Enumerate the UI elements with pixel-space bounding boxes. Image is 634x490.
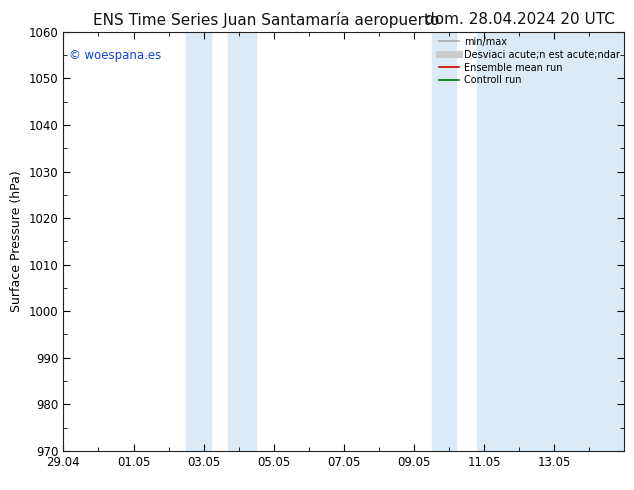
Text: ENS Time Series Juan Santamaría aeropuerto: ENS Time Series Juan Santamaría aeropuer…	[93, 12, 439, 28]
Bar	[186, 32, 210, 451]
Legend: min/max, Desviaci acute;n est acute;ndar, Ensemble mean run, Controll run: min/max, Desviaci acute;n est acute;ndar…	[439, 37, 619, 85]
Text: © woespana.es: © woespana.es	[69, 49, 161, 62]
Text: dom. 28.04.2024 20 UTC: dom. 28.04.2024 20 UTC	[425, 12, 615, 27]
Bar	[228, 32, 256, 451]
Bar	[477, 32, 624, 451]
Y-axis label: Surface Pressure (hPa): Surface Pressure (hPa)	[10, 171, 23, 312]
Bar	[432, 32, 456, 451]
